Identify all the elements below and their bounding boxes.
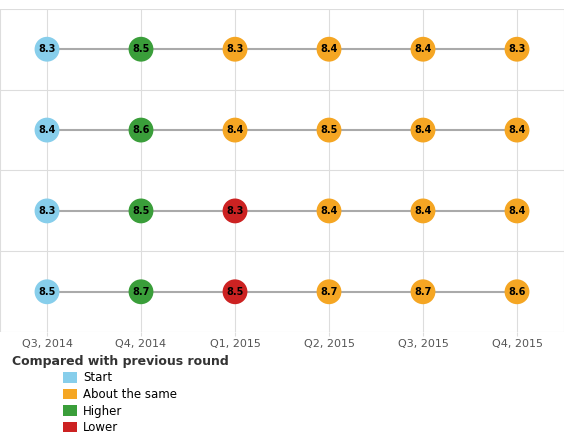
Point: [324, 207, 333, 214]
Text: 8.6: 8.6: [508, 287, 526, 297]
Point: [324, 46, 333, 53]
Point: [42, 288, 51, 295]
Point: [231, 46, 240, 53]
Point: [513, 127, 522, 134]
Point: [42, 207, 51, 214]
Text: 8.5: 8.5: [133, 206, 149, 216]
Text: 8.5: 8.5: [133, 44, 149, 54]
Point: [418, 207, 428, 214]
Point: [231, 127, 240, 134]
Point: [418, 46, 428, 53]
Text: 8.3: 8.3: [226, 206, 244, 216]
Point: [513, 46, 522, 53]
Point: [136, 207, 146, 214]
Text: 8.3: 8.3: [508, 44, 526, 54]
Text: 8.3: 8.3: [38, 44, 56, 54]
Text: 8.5: 8.5: [38, 287, 56, 297]
Text: 8.3: 8.3: [38, 206, 56, 216]
Point: [513, 288, 522, 295]
Text: 8.5: 8.5: [320, 125, 338, 135]
Point: [136, 288, 146, 295]
Point: [418, 288, 428, 295]
Text: 8.7: 8.7: [320, 287, 338, 297]
Text: 8.4: 8.4: [415, 206, 431, 216]
Text: 8.6: 8.6: [133, 125, 149, 135]
Point: [136, 46, 146, 53]
Text: 8.4: 8.4: [508, 206, 526, 216]
Legend: Start, About the same, Higher, Lower: Start, About the same, Higher, Lower: [11, 355, 228, 434]
Point: [513, 207, 522, 214]
Text: 8.4: 8.4: [415, 44, 431, 54]
Point: [231, 288, 240, 295]
Point: [42, 127, 51, 134]
Point: [324, 127, 333, 134]
Text: 8.5: 8.5: [226, 287, 244, 297]
Point: [136, 127, 146, 134]
Point: [231, 207, 240, 214]
Text: 8.3: 8.3: [226, 44, 244, 54]
Text: 8.7: 8.7: [133, 287, 149, 297]
Point: [418, 127, 428, 134]
Text: 8.4: 8.4: [320, 206, 338, 216]
Point: [324, 288, 333, 295]
Text: 8.4: 8.4: [415, 125, 431, 135]
Text: 8.4: 8.4: [226, 125, 244, 135]
Text: 8.4: 8.4: [38, 125, 56, 135]
Text: 8.4: 8.4: [508, 125, 526, 135]
Text: 8.4: 8.4: [320, 44, 338, 54]
Text: 8.7: 8.7: [415, 287, 431, 297]
Point: [42, 46, 51, 53]
